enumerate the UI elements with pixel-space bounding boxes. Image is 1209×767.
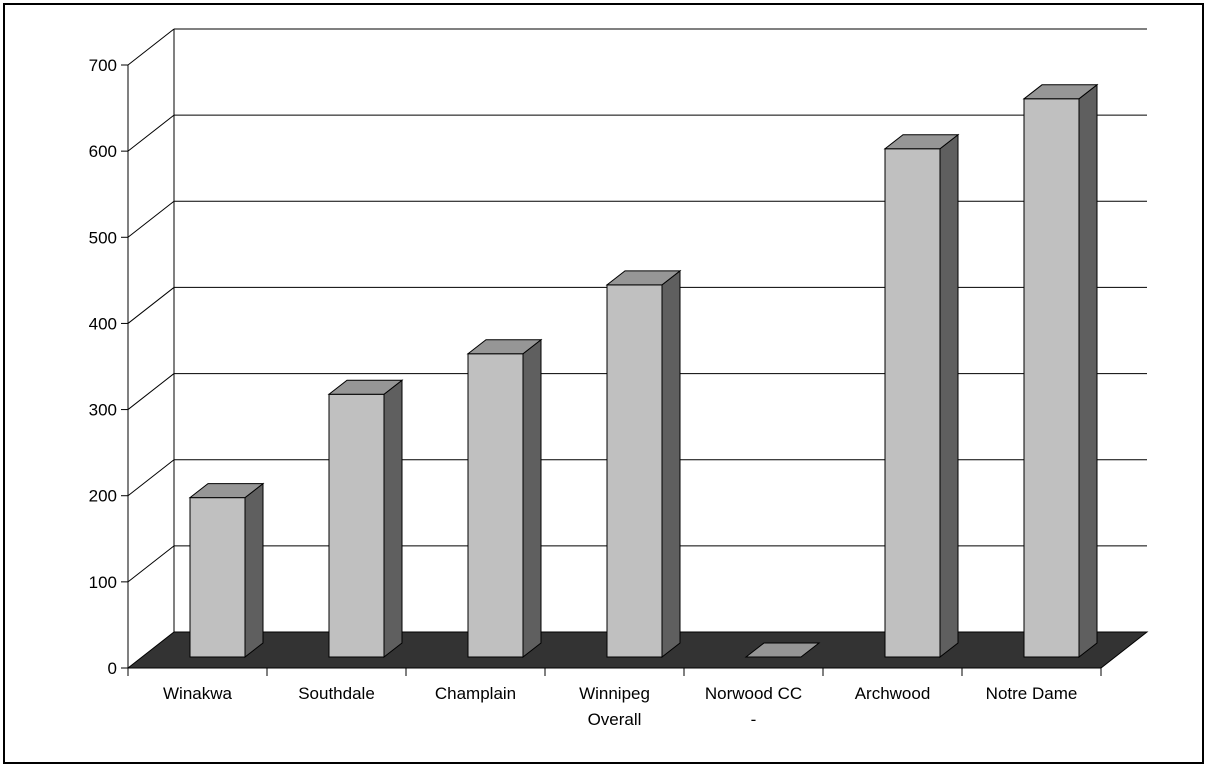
bars [188,83,1099,659]
gridline-side [127,459,175,497]
y-tick-label: 100 [89,573,117,592]
gridline-side [127,200,175,238]
bar [1022,83,1099,659]
bar-side [939,133,959,659]
bar-front [328,393,385,658]
x-category-label: Overall [588,710,642,729]
bar-side [1078,83,1098,659]
x-category-label: Norwood CC [705,684,802,703]
bar-top [605,270,682,286]
bar-front [189,497,246,658]
y-tick-label: 500 [89,228,117,247]
bar [605,269,682,659]
bar-top [1022,84,1099,100]
bar-front [467,353,524,658]
y-tick-label: 300 [89,401,117,420]
x-category-label: Winnipeg [579,684,650,703]
y-tick-label: 600 [89,142,117,161]
bar-top [327,379,404,395]
y-tick-label: 700 [89,56,117,75]
bar-side [244,482,264,659]
bar-front [1023,98,1080,658]
x-category-label: Southdale [298,684,375,703]
x-category-label: Winakwa [163,684,233,703]
x-axis-labels: Winakwa Southdale Champlain Winnipeg Overall… [163,684,1077,729]
gridline-side [127,373,175,410]
bar-top [188,483,265,499]
x-category-label: Notre Dame [986,684,1078,703]
bar [466,338,543,659]
bar-top [883,134,960,150]
y-tick-label: 200 [89,487,117,506]
bar-top [466,339,543,355]
bar-side [383,379,403,659]
gridline-side [127,287,175,324]
bar [744,642,821,658]
bar [883,133,960,659]
bar [188,482,265,659]
gridline-side [127,28,175,66]
bar-front [606,284,663,658]
bar-front [884,148,941,658]
bar-side [522,338,542,659]
bar [327,379,404,659]
x-category-label: - [751,710,757,729]
x-category-label: Champlain [435,684,516,703]
bar-top [744,642,821,658]
y-tick-label: 0 [108,659,117,678]
bar-side [661,269,681,659]
y-tick-label: 400 [89,314,117,333]
gridline-side [127,545,175,583]
y-axis: 0 100 200 300 400 500 600 700 [89,56,1102,678]
gridline-side [127,114,175,152]
x-category-label: Archwood [855,684,931,703]
